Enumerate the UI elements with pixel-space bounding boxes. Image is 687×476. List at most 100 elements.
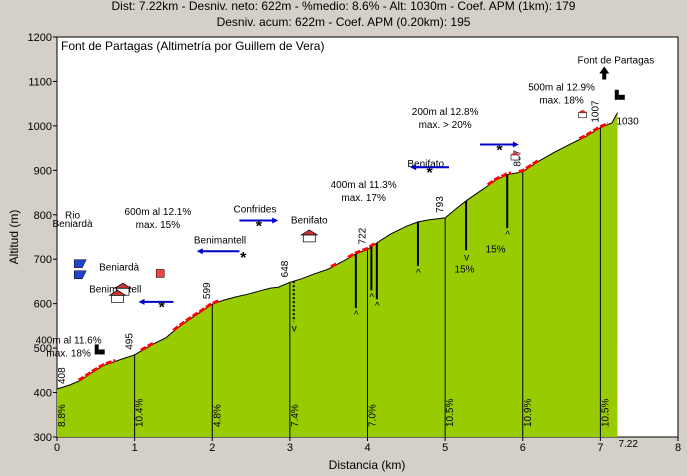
house-icon-9 — [509, 152, 520, 161]
place-label-8: Font de Partagas — [578, 56, 655, 67]
junction-star-icon-2: * — [256, 219, 263, 236]
drop-icon-0 — [74, 270, 87, 280]
fountain-post-7 — [614, 89, 619, 100]
junction-star-icon-4: * — [496, 143, 503, 160]
km-gradient-3: 7.4% — [290, 404, 301, 427]
km-altitude-3: 648 — [280, 260, 291, 277]
village-roof-2 — [113, 282, 133, 289]
steep-section-2 — [172, 298, 221, 332]
house-roof-9 — [509, 152, 520, 155]
branch-grade-1: 15% — [486, 245, 506, 256]
branch-tip-0: v — [292, 323, 297, 334]
place-label-2: Beniardà — [99, 262, 139, 273]
annotation-4-line-1: max. 18% — [539, 95, 584, 106]
junction-arrowhead-0 — [138, 298, 145, 305]
annotation-1-line-0: 600m al 12.1% — [125, 207, 192, 218]
fountain-basin-6 — [98, 349, 105, 355]
profile-area — [57, 112, 618, 437]
annotation-2-line-0: 400m al 11.3% — [331, 180, 397, 191]
summit-arrow-shape-8 — [599, 66, 610, 80]
house-icon-10 — [577, 109, 588, 119]
place-label-5: Confrides — [234, 205, 277, 216]
header-line-1: Dist: 7.22km - Desniv. neto: 622m - %med… — [111, 0, 576, 13]
km-gradient-6: 10.9% — [523, 399, 534, 427]
village-icon-3 — [108, 289, 127, 303]
junction-arrowhead-2 — [272, 217, 279, 224]
junction-arrowhead-1 — [196, 248, 203, 255]
steep-section-5 — [486, 171, 512, 186]
km-altitude-4: 722 — [358, 227, 369, 244]
x-tick-1: 1 — [132, 442, 138, 454]
x-tick-4: 4 — [364, 442, 370, 454]
fountain-icon-6 — [94, 344, 105, 355]
steep-section-4 — [347, 241, 377, 259]
branch-tip-2: ^ — [369, 292, 374, 303]
km-altitude-7: 1007 — [590, 100, 601, 123]
x-tick-3: 3 — [287, 442, 293, 454]
annotation-4-line-0: 500m al 12.9% — [528, 82, 595, 93]
place-label-1: Beniardà — [53, 219, 93, 230]
km-altitude-5: 793 — [435, 196, 446, 213]
km-gradient-5: 10.5% — [445, 399, 456, 427]
drop-icon-1 — [74, 259, 87, 268]
branch-tip-4: ^ — [416, 268, 421, 279]
place-label-3: Benimantell — [89, 285, 141, 296]
annotation-3-line-1: max. > 20% — [419, 120, 472, 131]
chart-title: Font de Partagas (Altimetría por Guillem… — [61, 39, 324, 53]
village-roof-5 — [300, 229, 319, 236]
y-axis-label: Altitud (m) — [7, 210, 21, 265]
km-gradient-4: 7.0% — [368, 404, 379, 427]
drop-shape-0 — [74, 270, 87, 280]
km-altitude-2: 599 — [202, 282, 213, 299]
drop-shape-1 — [74, 259, 87, 268]
fountain-basin-7 — [618, 94, 625, 100]
village-roof-3 — [108, 289, 127, 296]
branch-tip-3: ^ — [375, 301, 380, 312]
km-gradient-0: 8.8% — [57, 404, 68, 427]
km-gradient-7: 10.5% — [600, 399, 611, 427]
junction-star-icon-1: * — [240, 250, 247, 267]
place-label-0: Rio — [65, 210, 80, 221]
km-altitude-0: 408 — [57, 367, 68, 384]
steep-section-6 — [518, 159, 540, 173]
place-label-4: Benimantell — [194, 236, 246, 247]
house-wall-10 — [578, 112, 587, 119]
branch-tip-1: ^ — [354, 310, 359, 321]
km-gradient-1: 10.4% — [135, 399, 146, 427]
annotation-0-line-0: 400m al 11.6% — [36, 336, 102, 347]
branch-tip-6: ^ — [505, 230, 510, 241]
place-label-7: Benifato — [407, 159, 444, 170]
house-wall-9 — [510, 154, 520, 161]
header-line-2: Desniv. acum: 622m - Coef. APM (0.20km):… — [216, 15, 471, 29]
x-tick-6: 6 — [520, 442, 526, 454]
x-tick-5: 5 — [442, 442, 448, 454]
fountain-icon-7 — [614, 89, 625, 100]
y-tick-1200: 1200 — [28, 32, 52, 44]
y-tick-800: 800 — [34, 210, 52, 222]
summit-arrow-icon-8 — [599, 66, 610, 80]
annotation-1-line-1: max. 15% — [136, 220, 181, 231]
steep-section-0 — [77, 358, 116, 382]
y-tick-1100: 1100 — [28, 76, 52, 88]
place-label-6: Benifato — [291, 216, 328, 227]
junction-star-icon-3: * — [426, 165, 433, 182]
steep-section-1 — [140, 341, 155, 352]
km-gradient-2: 4.8% — [212, 404, 223, 427]
x-tick-8: 8 — [675, 442, 681, 454]
steep-section-3 — [330, 262, 338, 269]
village-icon-5 — [300, 229, 319, 243]
house-roof-10 — [577, 109, 588, 113]
y-tick-300: 300 — [34, 432, 52, 444]
junction-star-icon-0: * — [159, 300, 166, 317]
village-wall-3 — [111, 294, 124, 303]
village-wall-5 — [302, 234, 316, 243]
y-tick-700: 700 — [34, 254, 52, 266]
end-distance-label: 7.22 — [618, 439, 638, 450]
x-tick-7: 7 — [597, 442, 603, 454]
annotation-3-line-0: 200m al 12.8% — [412, 107, 479, 118]
y-tick-1000: 1000 — [28, 121, 52, 133]
building-icon-4 — [155, 269, 165, 278]
y-tick-900: 900 — [34, 165, 52, 177]
km-altitude-1: 495 — [125, 333, 136, 350]
